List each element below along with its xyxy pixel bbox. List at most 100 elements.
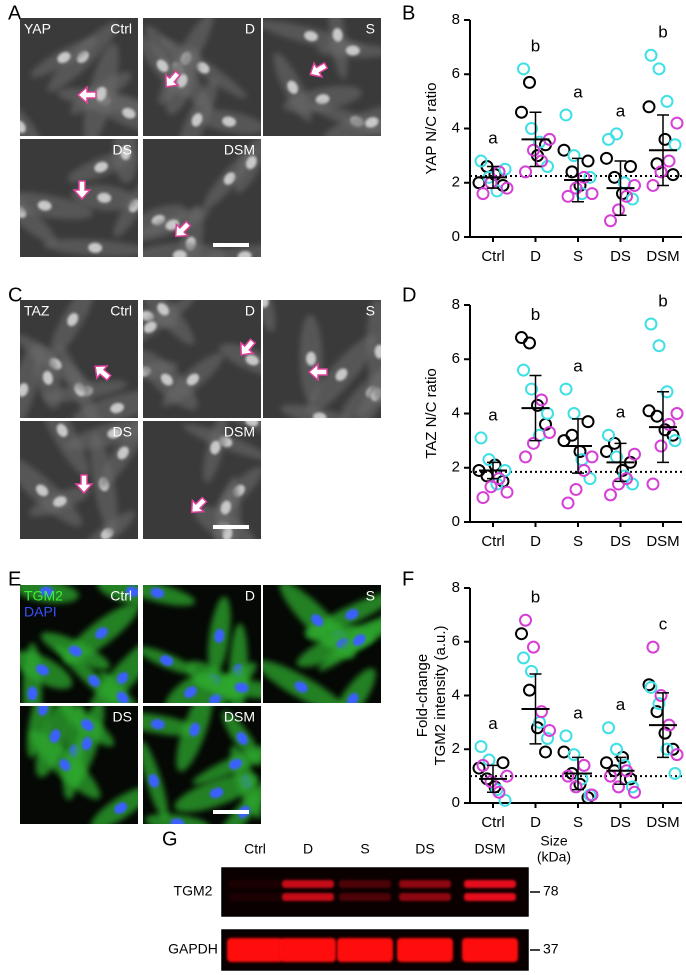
nucleus (287, 80, 299, 94)
nucleus (332, 28, 343, 42)
condition-label: S (366, 21, 375, 37)
data-point (525, 122, 538, 135)
data-point (668, 766, 682, 780)
condition-label: Ctrl (110, 588, 132, 604)
sd-bar (657, 391, 669, 464)
data-point (583, 170, 597, 184)
nucleus (95, 627, 108, 639)
data-point (484, 775, 498, 788)
data-point (581, 154, 595, 168)
nucleus (68, 645, 83, 657)
data-point (519, 450, 532, 464)
nucleus (96, 87, 107, 101)
data-point (610, 742, 623, 756)
panel-label: E (8, 568, 21, 590)
condition-label: S (366, 588, 375, 604)
nucleus (304, 30, 318, 42)
x-tick-label: DS (610, 248, 631, 265)
micrograph: D (143, 300, 261, 418)
data-point (628, 447, 641, 461)
nucleus (210, 440, 221, 455)
data-point (535, 705, 548, 719)
data-point (500, 485, 514, 499)
nucleus (347, 693, 359, 703)
y-axis-label: YAP N/C ratio (423, 83, 440, 175)
nucleus (228, 758, 243, 770)
y-tick-label: 2 (452, 740, 460, 757)
lane-label: DS (415, 841, 434, 857)
nucleus (160, 373, 173, 386)
data-point (515, 627, 528, 641)
data-point (519, 613, 532, 627)
nucleus (191, 113, 203, 127)
y-tick-label: 6 (452, 350, 460, 367)
sd-bar (614, 442, 627, 483)
nucleus (223, 172, 236, 185)
data-point (577, 463, 591, 477)
data-point (523, 683, 536, 697)
nucleus (35, 484, 49, 497)
data-point (557, 434, 571, 448)
channel-label: TAZ (24, 303, 50, 319)
micrograph-content (143, 421, 261, 539)
micrograph: D (143, 18, 261, 136)
nucleus (150, 587, 165, 598)
micrograph: DS (20, 421, 138, 539)
data-point (474, 740, 488, 754)
lane-label: Ctrl (244, 841, 266, 857)
data-point (567, 149, 581, 163)
nucleus (345, 608, 359, 620)
data-point (490, 783, 504, 797)
nucleus (125, 586, 138, 597)
nucleus (245, 354, 259, 366)
nucleus (39, 586, 54, 597)
nucleus (114, 802, 128, 814)
data-point (482, 453, 496, 467)
x-tick-label: DSM (646, 248, 679, 265)
band (339, 893, 391, 901)
y-tick-label: 0 (452, 794, 460, 811)
data-point (650, 409, 664, 423)
x-tick-label: S (573, 533, 583, 550)
nucleus (209, 787, 224, 799)
arrow (72, 180, 92, 201)
data-point (585, 788, 599, 802)
blot-row-label: GAPDH (168, 941, 218, 957)
data-point (525, 664, 538, 678)
condition-label: D (245, 303, 255, 319)
nucleus (143, 321, 157, 333)
size-label: 37 (543, 941, 559, 957)
band (464, 880, 516, 888)
data-point (660, 94, 674, 108)
x-tick-label: DS (610, 814, 631, 831)
micrograph-content (20, 300, 138, 418)
panel-label: D (402, 284, 416, 306)
x-tick-label: Ctrl (481, 533, 504, 550)
micrograph-content (143, 300, 261, 418)
data-point (652, 697, 666, 711)
data-point (476, 187, 490, 201)
data-point (577, 758, 591, 772)
nucleus (116, 672, 129, 685)
nucleus (42, 370, 53, 385)
sd-bar (529, 673, 542, 745)
nucleus (37, 706, 49, 716)
significance-letter: b (531, 305, 540, 324)
micrograph-content (20, 585, 138, 703)
y-tick-label: 2 (452, 174, 460, 191)
data-point (666, 168, 680, 182)
data-point (642, 678, 656, 692)
blot-frame (221, 867, 529, 917)
data-point (525, 382, 538, 396)
arrow (94, 365, 112, 382)
data-point (543, 723, 556, 737)
data-point (602, 132, 615, 146)
nucleus (59, 758, 72, 772)
nucleus (122, 107, 136, 119)
data-point (670, 116, 684, 130)
data-point (644, 317, 658, 331)
micrograph: DS (20, 139, 138, 257)
data-point (654, 689, 668, 702)
condition-label: DSM (224, 424, 255, 440)
nucleus (311, 614, 324, 627)
